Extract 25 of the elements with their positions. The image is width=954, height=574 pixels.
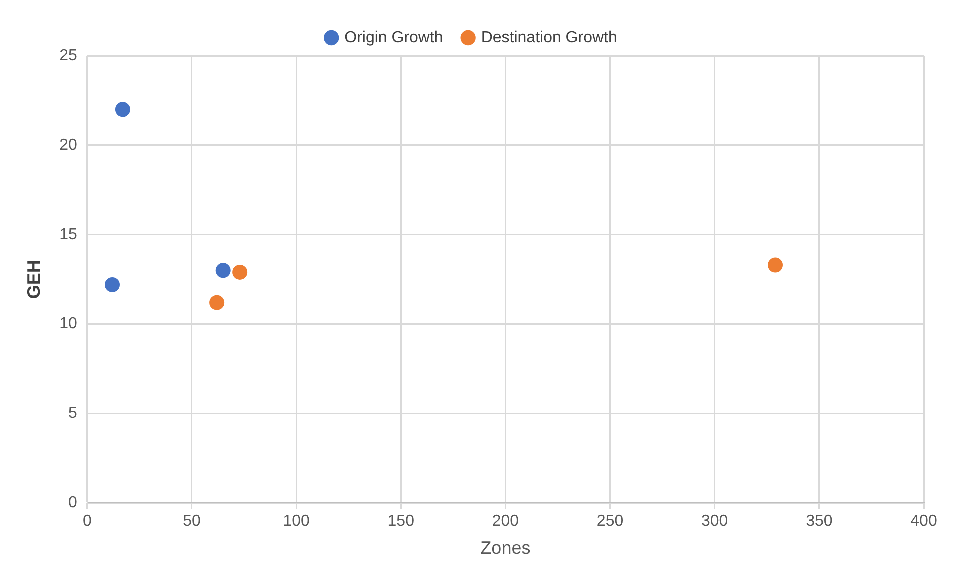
y-tick-label: 15	[60, 226, 78, 244]
point	[115, 102, 130, 118]
x-tick-label: 0	[82, 513, 92, 530]
point	[104, 277, 120, 292]
x-tick-label: 50	[183, 513, 201, 530]
y-tick-label: 5	[68, 405, 78, 422]
point	[768, 258, 784, 273]
y-tick-label: 10	[60, 316, 78, 333]
y-axis-title: GEH	[24, 260, 44, 300]
x-tick-label: 200	[492, 513, 520, 530]
x-tick-label: 150	[388, 513, 415, 530]
point	[232, 264, 248, 280]
y-tick-label: 0	[68, 494, 78, 512]
x-axis-title: Zones	[480, 538, 531, 558]
x-tick-label: 100	[283, 513, 310, 530]
y-tick-label: 25	[60, 47, 78, 64]
x-tick-label: 350	[806, 513, 833, 530]
legend-label: Origin Growth	[344, 29, 444, 46]
legend-label: Destination Growth	[481, 29, 618, 46]
x-tick-label: 400	[910, 513, 938, 530]
point	[210, 295, 225, 310]
x-tick-label: 250	[596, 513, 624, 530]
y-tick-label: 20	[60, 136, 78, 154]
x-tick-label: 300	[702, 513, 728, 530]
point	[216, 263, 231, 278]
